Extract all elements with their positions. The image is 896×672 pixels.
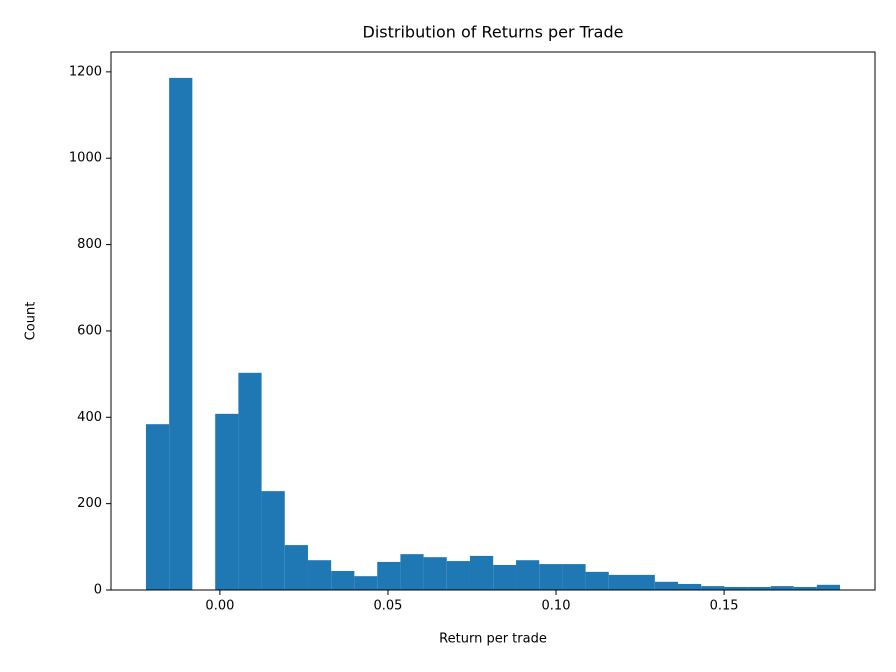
bar xyxy=(516,560,540,590)
bar xyxy=(238,372,262,590)
bar xyxy=(400,554,424,590)
y-tick-label: 200 xyxy=(77,496,102,511)
bar xyxy=(701,586,725,590)
bar xyxy=(169,77,193,590)
y-tick-label: 600 xyxy=(77,323,102,338)
y-tick-label: 1000 xyxy=(69,151,102,166)
plot-frame xyxy=(110,51,876,591)
bar xyxy=(307,560,332,590)
x-tick-label: 0.05 xyxy=(373,599,402,614)
bar xyxy=(354,576,378,590)
bar xyxy=(215,413,239,590)
bar xyxy=(631,574,655,590)
bar xyxy=(747,586,771,590)
bar xyxy=(261,491,285,590)
bar xyxy=(608,574,632,590)
bar xyxy=(585,571,609,590)
bar xyxy=(377,561,401,590)
chart-title: Distribution of Returns per Trade xyxy=(363,23,624,42)
bar xyxy=(770,586,794,590)
bar xyxy=(793,586,817,590)
bar xyxy=(678,583,702,590)
bar xyxy=(446,561,470,590)
bar xyxy=(284,545,308,590)
bar xyxy=(562,564,586,590)
y-tick-label: 1200 xyxy=(69,64,102,79)
x-tick-label: 0.00 xyxy=(205,599,234,614)
y-tick-label: 800 xyxy=(77,237,102,252)
y-tick-label: 0 xyxy=(94,583,102,598)
bar xyxy=(724,586,748,590)
y-tick-label: 400 xyxy=(77,410,102,425)
x-tick-label: 0.10 xyxy=(542,599,571,614)
bar xyxy=(539,564,563,590)
bar xyxy=(493,564,517,590)
bar xyxy=(331,571,355,590)
bar xyxy=(654,581,679,590)
x-tick-label: 0.15 xyxy=(710,599,739,614)
bar xyxy=(816,584,841,590)
bar xyxy=(469,555,494,590)
bar xyxy=(145,424,170,590)
x-axis-label: Return per trade xyxy=(439,632,547,647)
bar xyxy=(423,557,447,590)
y-axis-label: Count xyxy=(24,302,39,341)
